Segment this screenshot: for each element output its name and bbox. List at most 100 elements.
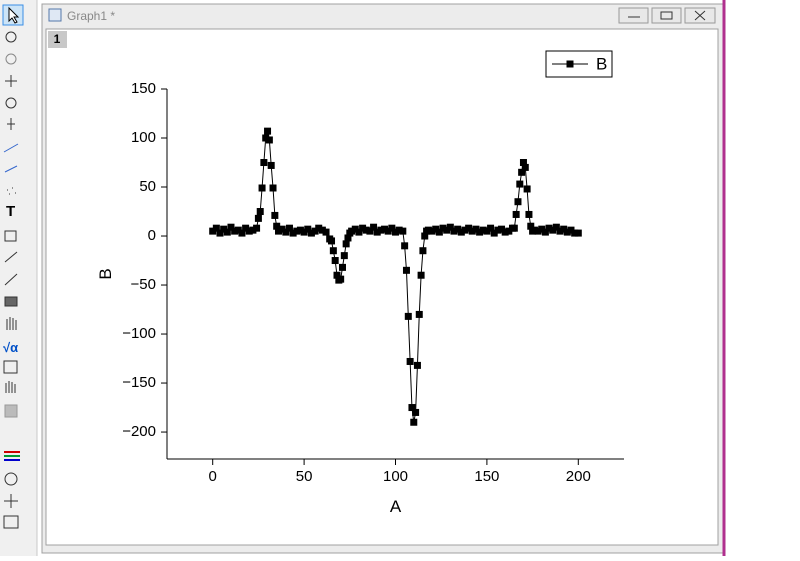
data-point	[322, 228, 330, 236]
toolbar	[0, 0, 37, 556]
data-point	[494, 226, 502, 234]
text-tool[interactable]: T	[6, 203, 15, 220]
rect-tool[interactable]	[4, 296, 18, 307]
zoom-in-tool[interactable]	[5, 31, 17, 43]
layer-tool[interactable]	[3, 515, 19, 529]
data-point	[549, 226, 557, 234]
minimize-button[interactable]	[618, 7, 649, 24]
data-point	[521, 163, 529, 171]
3d-tool[interactable]	[4, 404, 18, 418]
data-reader-tool[interactable]	[5, 97, 17, 109]
screen-reader-tool[interactable]	[5, 75, 17, 87]
data-point	[381, 225, 389, 233]
data-point	[510, 224, 518, 232]
data-point	[439, 224, 447, 232]
data-point	[571, 229, 579, 237]
legend-marker	[566, 60, 574, 68]
data-point	[574, 229, 582, 237]
line-tool[interactable]	[4, 273, 18, 286]
draw-data-tool[interactable]	[7, 187, 16, 195]
data-point	[377, 226, 385, 234]
data-point	[231, 227, 239, 235]
data-point	[501, 228, 509, 236]
data-point	[344, 234, 352, 242]
data-point	[424, 226, 432, 234]
data-point	[454, 225, 462, 233]
data-point	[552, 223, 560, 231]
data-point	[254, 214, 262, 222]
data-point	[355, 228, 363, 236]
data-point	[406, 357, 414, 365]
data-point	[318, 226, 326, 234]
arrow-tool[interactable]	[4, 251, 18, 263]
data-point	[265, 136, 273, 144]
data-point	[220, 225, 228, 233]
data-point	[450, 227, 458, 235]
data-point	[505, 227, 513, 235]
y-tick-label: 150	[131, 80, 156, 97]
data-point	[402, 266, 410, 274]
align-tool[interactable]	[4, 494, 18, 508]
data-point	[256, 208, 264, 216]
data-point	[457, 228, 465, 236]
data-point	[408, 404, 416, 412]
data-point	[366, 227, 374, 235]
data-point	[209, 227, 217, 235]
data-point	[212, 224, 220, 232]
data-point	[415, 310, 423, 318]
data-point	[518, 168, 526, 176]
data-point	[304, 225, 312, 233]
data-point	[446, 223, 454, 231]
maximize-button[interactable]	[651, 7, 682, 24]
y-tick-label: −200	[122, 423, 156, 440]
data-point	[527, 222, 535, 230]
data-point	[275, 227, 283, 235]
data-point	[476, 228, 484, 236]
data-point	[282, 228, 290, 236]
x-axis-title: A	[390, 497, 402, 516]
data-point	[359, 224, 367, 232]
data-point	[384, 227, 392, 235]
y-tick-label: −50	[131, 276, 156, 293]
equation-tool[interactable]: √α	[3, 340, 18, 355]
brush-tool[interactable]	[3, 143, 19, 153]
data-point	[242, 224, 250, 232]
data-point	[392, 228, 399, 236]
data-point	[465, 224, 473, 232]
zoom-out-tool[interactable]	[5, 53, 17, 65]
data-point	[401, 242, 409, 250]
data-selector-tool[interactable]	[7, 118, 15, 130]
y-tick-label: 100	[131, 129, 156, 146]
data-point	[342, 240, 350, 248]
data-point	[479, 226, 487, 234]
data-point	[289, 229, 297, 237]
data-point	[348, 227, 356, 235]
data-point	[315, 224, 323, 232]
data-point	[421, 232, 429, 240]
data-point	[293, 227, 301, 235]
data-point	[563, 228, 571, 236]
data-point	[417, 271, 425, 279]
data-point	[516, 180, 524, 188]
data-point	[432, 225, 440, 233]
data-point	[253, 224, 261, 232]
data-point	[351, 225, 359, 233]
x-tick-label: 150	[474, 468, 499, 485]
x-tick-label: 100	[383, 468, 408, 485]
circle-tool[interactable]	[4, 472, 18, 486]
insert-graph-tool[interactable]	[3, 360, 18, 374]
layer-tab[interactable]	[48, 31, 67, 48]
data-point	[311, 227, 319, 235]
hand-tool[interactable]	[6, 317, 17, 330]
data-point	[514, 198, 522, 206]
window-title: Graph1 *	[67, 9, 115, 23]
data-point	[512, 210, 520, 218]
rotate-tool[interactable]	[5, 381, 16, 393]
mask-tool[interactable]	[4, 165, 18, 173]
data-point	[296, 226, 304, 234]
y-tick-label: 50	[139, 178, 156, 195]
data-point	[337, 275, 345, 283]
region-tool[interactable]	[4, 230, 17, 242]
